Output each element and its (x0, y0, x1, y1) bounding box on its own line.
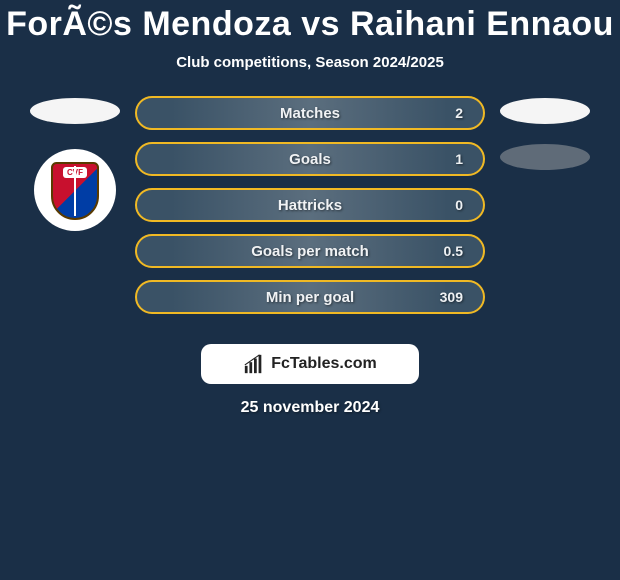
stat-label: Hattricks (278, 197, 342, 214)
stat-right-value: 1 (433, 151, 463, 167)
main-row: Matches 2 Goals 1 Hattricks 0 Goals per … (0, 96, 620, 326)
stat-row: Min per goal 309 (135, 280, 485, 314)
site-name: FcTables.com (271, 355, 377, 373)
subtitle: Club competitions, Season 2024/2025 (0, 54, 620, 71)
left-player-col (25, 96, 125, 231)
stat-right-value: 0 (433, 197, 463, 213)
team-badge-left (34, 149, 116, 231)
stat-row: Goals per match 0.5 (135, 234, 485, 268)
stat-label: Goals per match (251, 243, 369, 260)
right-player-col (495, 96, 595, 170)
stat-row: Matches 2 (135, 96, 485, 130)
stat-row: Goals 1 (135, 142, 485, 176)
team-badge-placeholder-right (500, 144, 590, 170)
player-avatar-placeholder-left (30, 98, 120, 124)
stat-label: Matches (280, 105, 340, 122)
stat-label: Goals (289, 151, 331, 168)
stat-label: Min per goal (266, 289, 354, 306)
stats-column: Matches 2 Goals 1 Hattricks 0 Goals per … (135, 96, 485, 326)
team-crest-icon (47, 156, 103, 224)
stat-right-value: 2 (433, 105, 463, 121)
stat-right-value: 0.5 (433, 243, 463, 259)
stat-row: Hattricks 0 (135, 188, 485, 222)
stat-right-value: 309 (433, 289, 463, 305)
player-avatar-placeholder-right (500, 98, 590, 124)
comparison-card: ForÃ©s Mendoza vs Raihani Ennaou Club co… (0, 0, 620, 417)
bar-chart-icon (243, 353, 265, 375)
footer-date: 25 november 2024 (0, 399, 620, 417)
site-badge[interactable]: FcTables.com (201, 344, 419, 384)
page-title: ForÃ©s Mendoza vs Raihani Ennaou (0, 5, 620, 44)
